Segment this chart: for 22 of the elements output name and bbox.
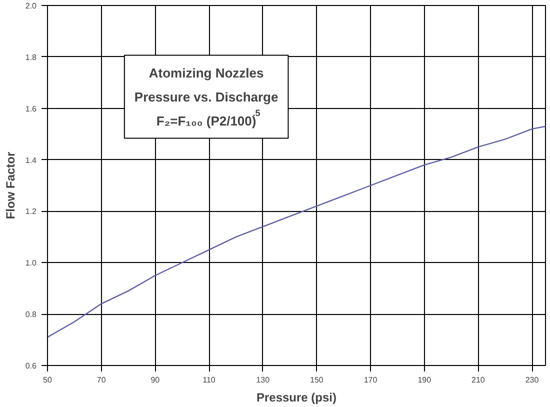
x-tick-label: 130 <box>256 376 270 384</box>
annotation: Atomizing Nozzles <box>148 65 264 80</box>
x-tick-label: 110 <box>202 376 216 384</box>
annotation: Pressure vs. Discharge <box>134 89 278 104</box>
x-tick-label: 70 <box>96 376 106 384</box>
x-axis-title: Pressure (psi) <box>256 390 337 404</box>
x-tick-label: 190 <box>418 376 432 384</box>
x-tick-label: 90 <box>150 376 160 384</box>
y-axis-title: Flow Factor <box>3 152 18 220</box>
y-tick-label: 0.8 <box>25 310 38 320</box>
y-tick-label: 1.2 <box>25 207 38 216</box>
x-tick-label: 230 <box>525 376 540 384</box>
y-tick-label: 1.8 <box>25 52 38 62</box>
x-tick-label: 150 <box>310 376 324 384</box>
x-tick-label: 50 <box>43 376 52 384</box>
x-tick-label: 210 <box>472 376 486 384</box>
y-tick-label: 0.6 <box>25 362 38 370</box>
y-tick-label: 1.6 <box>25 104 38 114</box>
y-tick-label: 1.4 <box>25 156 38 165</box>
x-tick-label: 170 <box>364 376 378 384</box>
y-tick-label: 1.0 <box>25 258 38 268</box>
y-tick-label: 2.0 <box>25 2 38 10</box>
